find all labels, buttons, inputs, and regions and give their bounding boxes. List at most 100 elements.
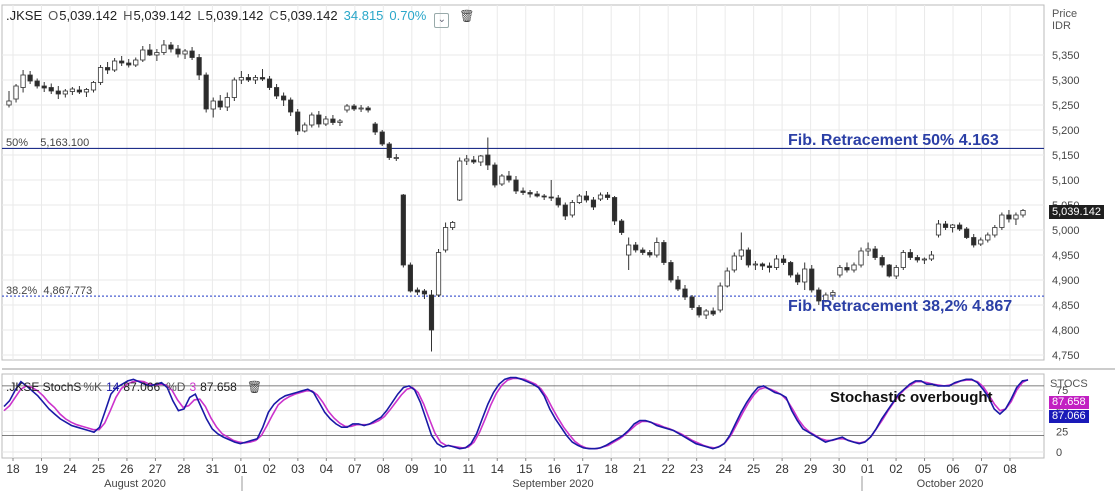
- candle-body: [640, 249, 646, 253]
- low-label: L: [197, 8, 205, 23]
- stoch-k-period: 14: [106, 380, 120, 394]
- price-tick-label: 5,300: [1052, 75, 1080, 87]
- candle-body: [921, 258, 927, 261]
- stoch-tick-label: 75: [1056, 385, 1068, 397]
- x-tick-label: 14: [491, 462, 505, 476]
- candle-body: [766, 265, 773, 268]
- price-axis-title-2: IDR: [1052, 20, 1071, 32]
- candle-body: [872, 248, 878, 258]
- stoch-d-tag: 87.658: [1049, 396, 1089, 409]
- candle-body: [217, 100, 223, 108]
- candle-body: [626, 244, 632, 256]
- x-tick-label: 25: [92, 462, 106, 476]
- candle-body: [407, 264, 413, 292]
- candle-body: [379, 131, 385, 145]
- x-tick-label: 08: [377, 462, 391, 476]
- stoch-tick-label: 25: [1056, 426, 1068, 438]
- candle-body: [668, 262, 674, 281]
- candle-body: [288, 99, 294, 113]
- candle-body: [252, 77, 259, 81]
- stoch-k-label: %K: [83, 380, 103, 394]
- candle-body: [55, 90, 61, 95]
- x-tick-label: 22: [661, 462, 675, 476]
- candle-body: [717, 285, 723, 311]
- x-tick-label: 24: [718, 462, 732, 476]
- x-tick-label: 06: [946, 462, 960, 476]
- price-tick-label: 5,100: [1052, 175, 1080, 187]
- candle-body: [999, 214, 1005, 228]
- x-tick-label: 21: [633, 462, 647, 476]
- x-tick-label: 28: [775, 462, 789, 476]
- x-tick-label: 23: [690, 462, 704, 476]
- candle-body: [97, 67, 104, 83]
- candle-body: [76, 89, 82, 93]
- stoch-lines: [3, 376, 1029, 450]
- stoch-d-value: 87.658: [200, 380, 237, 394]
- change-pct: 0.70%: [389, 8, 427, 23]
- candlesticks: [6, 40, 1026, 352]
- candle-body: [914, 257, 920, 261]
- price-tick-label: 4,900: [1052, 275, 1080, 287]
- candle-body: [238, 77, 244, 81]
- candle-body: [696, 307, 702, 316]
- candle-body: [809, 268, 815, 291]
- price-tick-label: 5,200: [1052, 125, 1080, 137]
- price-tick-label: 5,000: [1052, 225, 1080, 237]
- candle-body: [928, 254, 935, 260]
- candle-body: [527, 192, 533, 195]
- candle-body: [513, 179, 519, 192]
- candle-body: [907, 252, 913, 258]
- x-tick-label: 01: [234, 462, 248, 476]
- close-label: C: [269, 8, 279, 23]
- candle-body: [788, 262, 794, 276]
- candle-body: [274, 87, 280, 97]
- candle-body: [900, 252, 906, 268]
- candle-body: [323, 118, 329, 125]
- last-price-tag: 5,039.142: [1049, 205, 1104, 219]
- candle-body: [295, 111, 301, 132]
- candle-body: [154, 52, 160, 56]
- candle-body: [443, 227, 449, 251]
- candle-body: [351, 105, 357, 110]
- candle-body: [119, 60, 125, 64]
- candle-body: [1013, 214, 1019, 220]
- price-tick-label: 5,250: [1052, 100, 1080, 112]
- candle-body: [48, 87, 54, 92]
- candle-body: [245, 77, 251, 81]
- candle-body: [752, 263, 758, 266]
- candle-body: [950, 224, 956, 228]
- fib50-pct: 50%: [6, 137, 29, 149]
- x-tick-label: 29: [804, 462, 818, 476]
- candle-body: [942, 223, 949, 228]
- stoch-name: .JKSE StochS: [6, 380, 82, 394]
- trash-icon[interactable]: 🗑: [459, 9, 475, 23]
- candle-body: [161, 44, 167, 53]
- candle-body: [710, 310, 716, 315]
- candle-body: [978, 239, 984, 245]
- candle-body: [112, 60, 118, 71]
- trash-icon[interactable]: 🗑: [246, 380, 263, 394]
- stoch-panel-frame: [1, 373, 1045, 459]
- x-tick-label: 27: [149, 462, 163, 476]
- x-tick-label: 26: [120, 462, 134, 476]
- candle-body: [485, 154, 491, 166]
- candle-body: [555, 197, 561, 206]
- candle-body: [13, 85, 19, 100]
- candle-body: [358, 107, 364, 110]
- fib382-value: 4,867.773: [43, 285, 93, 297]
- candle-body: [309, 114, 315, 126]
- candle-body: [90, 82, 97, 91]
- candle-body: [957, 224, 963, 230]
- candle-body: [886, 264, 892, 277]
- candle-body: [703, 310, 709, 316]
- candle-body: [337, 120, 343, 123]
- candle-body: [879, 257, 885, 266]
- chevron-down-icon[interactable]: ⌄: [434, 13, 450, 28]
- candle-body: [654, 242, 660, 256]
- price-tick-label: 4,800: [1052, 325, 1080, 337]
- stoch-annotation: Stochastic overbought: [830, 389, 993, 406]
- candle-body: [175, 48, 181, 55]
- x-tick-label: 04: [320, 462, 334, 476]
- open-label: O: [48, 8, 59, 23]
- candle-body: [534, 193, 540, 197]
